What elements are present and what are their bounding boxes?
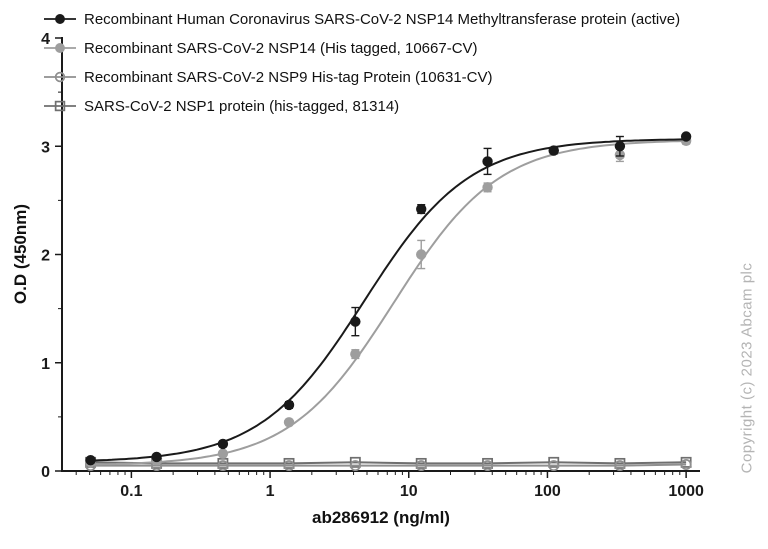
copyright-watermark: Copyright (c) 2023 Abcam plc (738, 262, 756, 474)
legend-label: Recombinant SARS-CoV-2 NSP9 His-tag Prot… (84, 68, 493, 86)
legend-label: SARS-CoV-2 NSP1 protein (his-tagged, 813… (84, 97, 400, 115)
svg-text:0.1: 0.1 (120, 483, 142, 500)
chart-legend: Recombinant Human Coronavirus SARS-CoV-2… (42, 8, 680, 117)
svg-text:1: 1 (266, 483, 275, 500)
svg-text:2: 2 (41, 248, 50, 265)
open-square-marker-icon (42, 97, 78, 115)
legend-item: Recombinant SARS-CoV-2 NSP14 (His tagged… (42, 37, 680, 59)
svg-text:4: 4 (41, 31, 50, 48)
svg-text:10: 10 (400, 483, 418, 500)
svg-text:1: 1 (41, 356, 50, 373)
open-circle-marker-icon (42, 68, 78, 86)
legend-item: SARS-CoV-2 NSP1 protein (his-tagged, 813… (42, 95, 680, 117)
svg-text:100: 100 (534, 483, 561, 500)
legend-label: Recombinant SARS-CoV-2 NSP14 (His tagged… (84, 39, 478, 57)
svg-text:3: 3 (41, 139, 50, 156)
legend-item: Recombinant SARS-CoV-2 NSP9 His-tag Prot… (42, 66, 680, 88)
filled-circle-marker-icon (42, 39, 78, 57)
legend-label: Recombinant Human Coronavirus SARS-CoV-2… (84, 10, 681, 28)
svg-text:0: 0 (41, 464, 50, 481)
legend-item: Recombinant Human Coronavirus SARS-CoV-2… (42, 8, 680, 30)
svg-text:1000: 1000 (668, 483, 704, 500)
filled-circle-marker-icon (42, 10, 78, 28)
y-axis-title: O.D (450nm) (11, 203, 30, 305)
x-axis-title: ab286912 (ng/ml) (312, 508, 450, 527)
